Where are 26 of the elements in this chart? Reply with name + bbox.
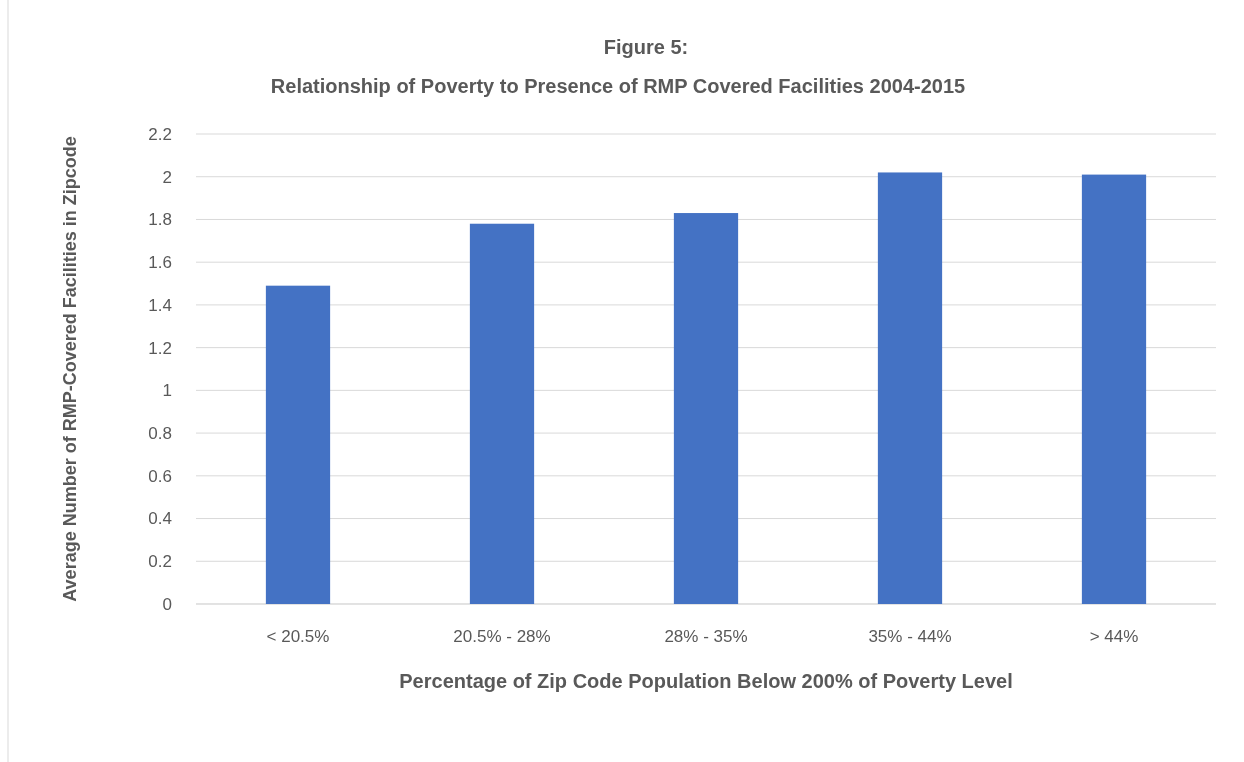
y-tick-label: 0.2 [148, 552, 172, 572]
y-tick-label: 0.8 [148, 424, 172, 444]
y-tick-label: 1.2 [148, 338, 172, 358]
y-tick-label: 2.2 [148, 124, 172, 144]
bar [877, 172, 943, 604]
x-tick-label: 28% - 35% [664, 627, 748, 646]
bar [673, 213, 739, 604]
chart-title: Figure 5: [603, 36, 689, 58]
y-tick-label: 0.6 [148, 466, 172, 486]
y-tick-label: 0 [162, 594, 172, 614]
x-tick-label: 20.5% - 28% [453, 627, 551, 646]
y-tick-label: 0.4 [148, 509, 172, 529]
y-tick-label: 1.6 [148, 253, 172, 273]
y-tick-label: 2 [162, 167, 172, 187]
y-tick-label: 1.4 [148, 295, 172, 315]
y-tick-label: 1 [162, 381, 172, 401]
y-tick-label: 1.8 [148, 210, 172, 230]
bar [265, 285, 331, 604]
x-axis-title: Percentage of Zip Code Population Below 200% of Poverty Level [399, 670, 1013, 692]
chart-subtitle: Relationship of Poverty to Presence of RMP Covered Facilities 2004-2015 [270, 75, 966, 97]
x-tick-label: 35% - 44% [868, 627, 952, 646]
y-axis-title: Average Number of RMP-Covered Facilities in Zipcode [60, 136, 80, 602]
x-tick-label: > 44% [1089, 627, 1139, 646]
bar [469, 223, 535, 604]
x-tick-label: < 20.5% [266, 627, 330, 646]
bar [1081, 174, 1147, 604]
